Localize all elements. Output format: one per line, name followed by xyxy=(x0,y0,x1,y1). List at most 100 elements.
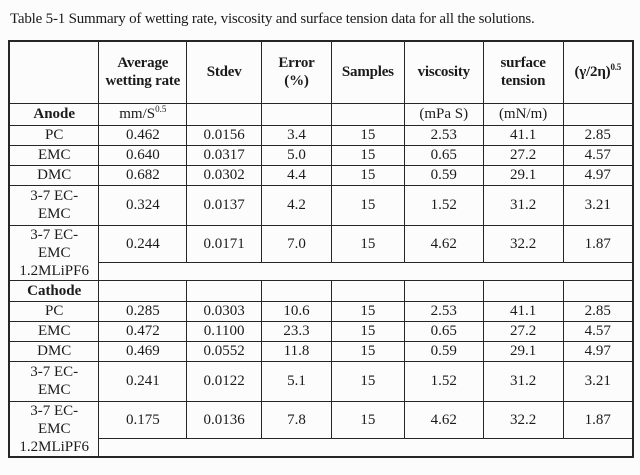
row-label-cell: 3-7 EC-EMC xyxy=(8,360,100,402)
row-label-cell: DMC xyxy=(8,164,100,186)
data-cell: 4.97 xyxy=(562,164,634,186)
unit-cell-viscosity: (mPa S) xyxy=(403,102,484,126)
data-cell: 0.0137 xyxy=(186,184,263,226)
data-cell: 0.241 xyxy=(98,360,188,402)
data-cell: 4.57 xyxy=(562,320,634,342)
data-cell: 15 xyxy=(330,400,405,440)
data-cell: 0.244 xyxy=(98,224,188,263)
data-cell: 0.0317 xyxy=(186,144,263,166)
header-cell-stdev: Stdev xyxy=(186,40,263,104)
data-cell: 0.682 xyxy=(98,164,188,186)
data-cell: 0.0122 xyxy=(186,360,263,402)
empty-cell xyxy=(261,102,332,126)
data-cell: 0.324 xyxy=(98,184,188,226)
table-row: 3-7 EC-EMC 0.241 0.0122 5.1 15 1.52 31.2… xyxy=(8,360,634,402)
empty-cell xyxy=(482,279,564,302)
row-label: 3-7 EC-EMC 1.2MLiPF6 xyxy=(19,226,89,279)
empty-cell xyxy=(330,279,405,302)
data-cell: 2.53 xyxy=(403,124,484,146)
data-cell: 0.59 xyxy=(403,164,484,186)
row-label-cell: 3-7 EC-EMC 1.2MLiPF6 xyxy=(8,224,100,281)
data-cell: 0.1100 xyxy=(186,320,263,342)
data-cell: 0.65 xyxy=(403,320,484,342)
row-label-cell: PC xyxy=(8,300,100,322)
empty-cell xyxy=(261,279,332,302)
anode-units-row: Anode mm/S0.5 (mPa S) (mN/m) xyxy=(8,102,634,126)
cathode-section-row: Cathode xyxy=(8,279,634,302)
data-cell: 15 xyxy=(330,124,405,146)
data-cell: 1.87 xyxy=(562,400,634,440)
header-cell-ratio: (γ/2η)0.5 xyxy=(562,40,634,104)
unit-cell-surface-tension: (mN/m) xyxy=(482,102,564,126)
data-cell: 15 xyxy=(330,224,405,263)
table-row: DMC 0.469 0.0552 11.8 15 0.59 29.1 4.97 xyxy=(8,340,634,362)
data-cell: 15 xyxy=(330,300,405,322)
data-cell: 0.59 xyxy=(403,340,484,362)
section-label-anode: Anode xyxy=(8,102,100,126)
ratio-exponent: 0.5 xyxy=(610,62,622,73)
data-cell: 7.8 xyxy=(261,400,332,440)
header-cell-viscosity: viscosity xyxy=(403,40,484,104)
table-row: DMC 0.682 0.0302 4.4 15 0.59 29.1 4.97 xyxy=(8,164,634,186)
table-caption: Table 5-1 Summary of wetting rate, visco… xyxy=(10,11,535,27)
header-row: Average wetting rate Stdev Error (%) Sam… xyxy=(8,40,634,104)
data-cell: 15 xyxy=(330,184,405,226)
data-cell: 0.175 xyxy=(98,400,188,440)
data-cell: 5.0 xyxy=(261,144,332,166)
data-cell: 4.62 xyxy=(403,224,484,263)
data-cell: 15 xyxy=(330,340,405,362)
data-cell: 0.462 xyxy=(98,124,188,146)
row-label-cell: 3-7 EC-EMC 1.2MLiPF6 xyxy=(8,400,100,457)
data-cell: 11.8 xyxy=(261,340,332,362)
data-cell: 23.3 xyxy=(261,320,332,342)
empty-cell xyxy=(98,279,188,302)
data-cell: 4.2 xyxy=(261,184,332,226)
data-cell: 32.2 xyxy=(482,224,564,263)
data-cell: 41.1 xyxy=(482,300,564,322)
data-cell: 4.57 xyxy=(562,144,634,166)
data-cell: 0.472 xyxy=(98,320,188,342)
row-label: 3-7 EC-EMC xyxy=(30,188,79,222)
data-cell: 3.4 xyxy=(261,124,332,146)
spacer-row xyxy=(9,438,634,457)
data-cell: 31.2 xyxy=(482,360,564,402)
empty-cell xyxy=(403,279,484,302)
table-row: 3-7 EC-EMC 1.2MLiPF6 0.175 0.0136 7.8 15… xyxy=(8,400,634,457)
data-cell: 0.0136 xyxy=(186,400,263,440)
data-cell: 31.2 xyxy=(482,184,564,226)
empty-cell xyxy=(98,261,634,281)
data-cell: 0.65 xyxy=(403,144,484,166)
row-label: 3-7 EC-EMC 1.2MLiPF6 xyxy=(19,402,89,455)
spacer-row xyxy=(9,261,634,281)
data-cell: 29.1 xyxy=(482,164,564,186)
row-label: 3-7 EC-EMC xyxy=(30,364,79,398)
data-cell: 2.85 xyxy=(562,124,634,146)
data-cell: 1.87 xyxy=(562,224,634,263)
section-label-cathode: Cathode xyxy=(8,279,100,302)
data-cell: 29.1 xyxy=(482,340,564,362)
data-cell: 15 xyxy=(330,360,405,402)
data-cell: 2.53 xyxy=(403,300,484,322)
empty-cell xyxy=(98,438,634,457)
data-cell: 0.469 xyxy=(98,340,188,362)
data-cell: 7.0 xyxy=(261,224,332,263)
header-cell-error: Error (%) xyxy=(261,40,332,104)
table-row: PC 0.462 0.0156 3.4 15 2.53 41.1 2.85 xyxy=(8,124,634,146)
data-cell: 1.52 xyxy=(403,184,484,226)
table-row: EMC 0.472 0.1100 23.3 15 0.65 27.2 4.57 xyxy=(8,320,634,342)
table-row: 3-7 EC-EMC 0.324 0.0137 4.2 15 1.52 31.2… xyxy=(8,184,634,226)
header-error-label: Error (%) xyxy=(278,55,315,90)
empty-cell xyxy=(330,102,405,126)
header-cell-avg-wetting-rate: Average wetting rate xyxy=(98,40,188,104)
data-cell: 15 xyxy=(330,164,405,186)
data-cell: 4.62 xyxy=(403,400,484,440)
data-cell: 5.1 xyxy=(261,360,332,402)
row-label-cell: DMC xyxy=(8,340,100,362)
unit-cell-wetting: mm/S0.5 xyxy=(98,102,188,126)
data-cell: 15 xyxy=(330,320,405,342)
data-cell: 27.2 xyxy=(482,144,564,166)
empty-cell xyxy=(186,279,263,302)
table-row: PC 0.285 0.0303 10.6 15 2.53 41.1 2.85 xyxy=(8,300,634,322)
summary-table: Average wetting rate Stdev Error (%) Sam… xyxy=(8,40,634,458)
